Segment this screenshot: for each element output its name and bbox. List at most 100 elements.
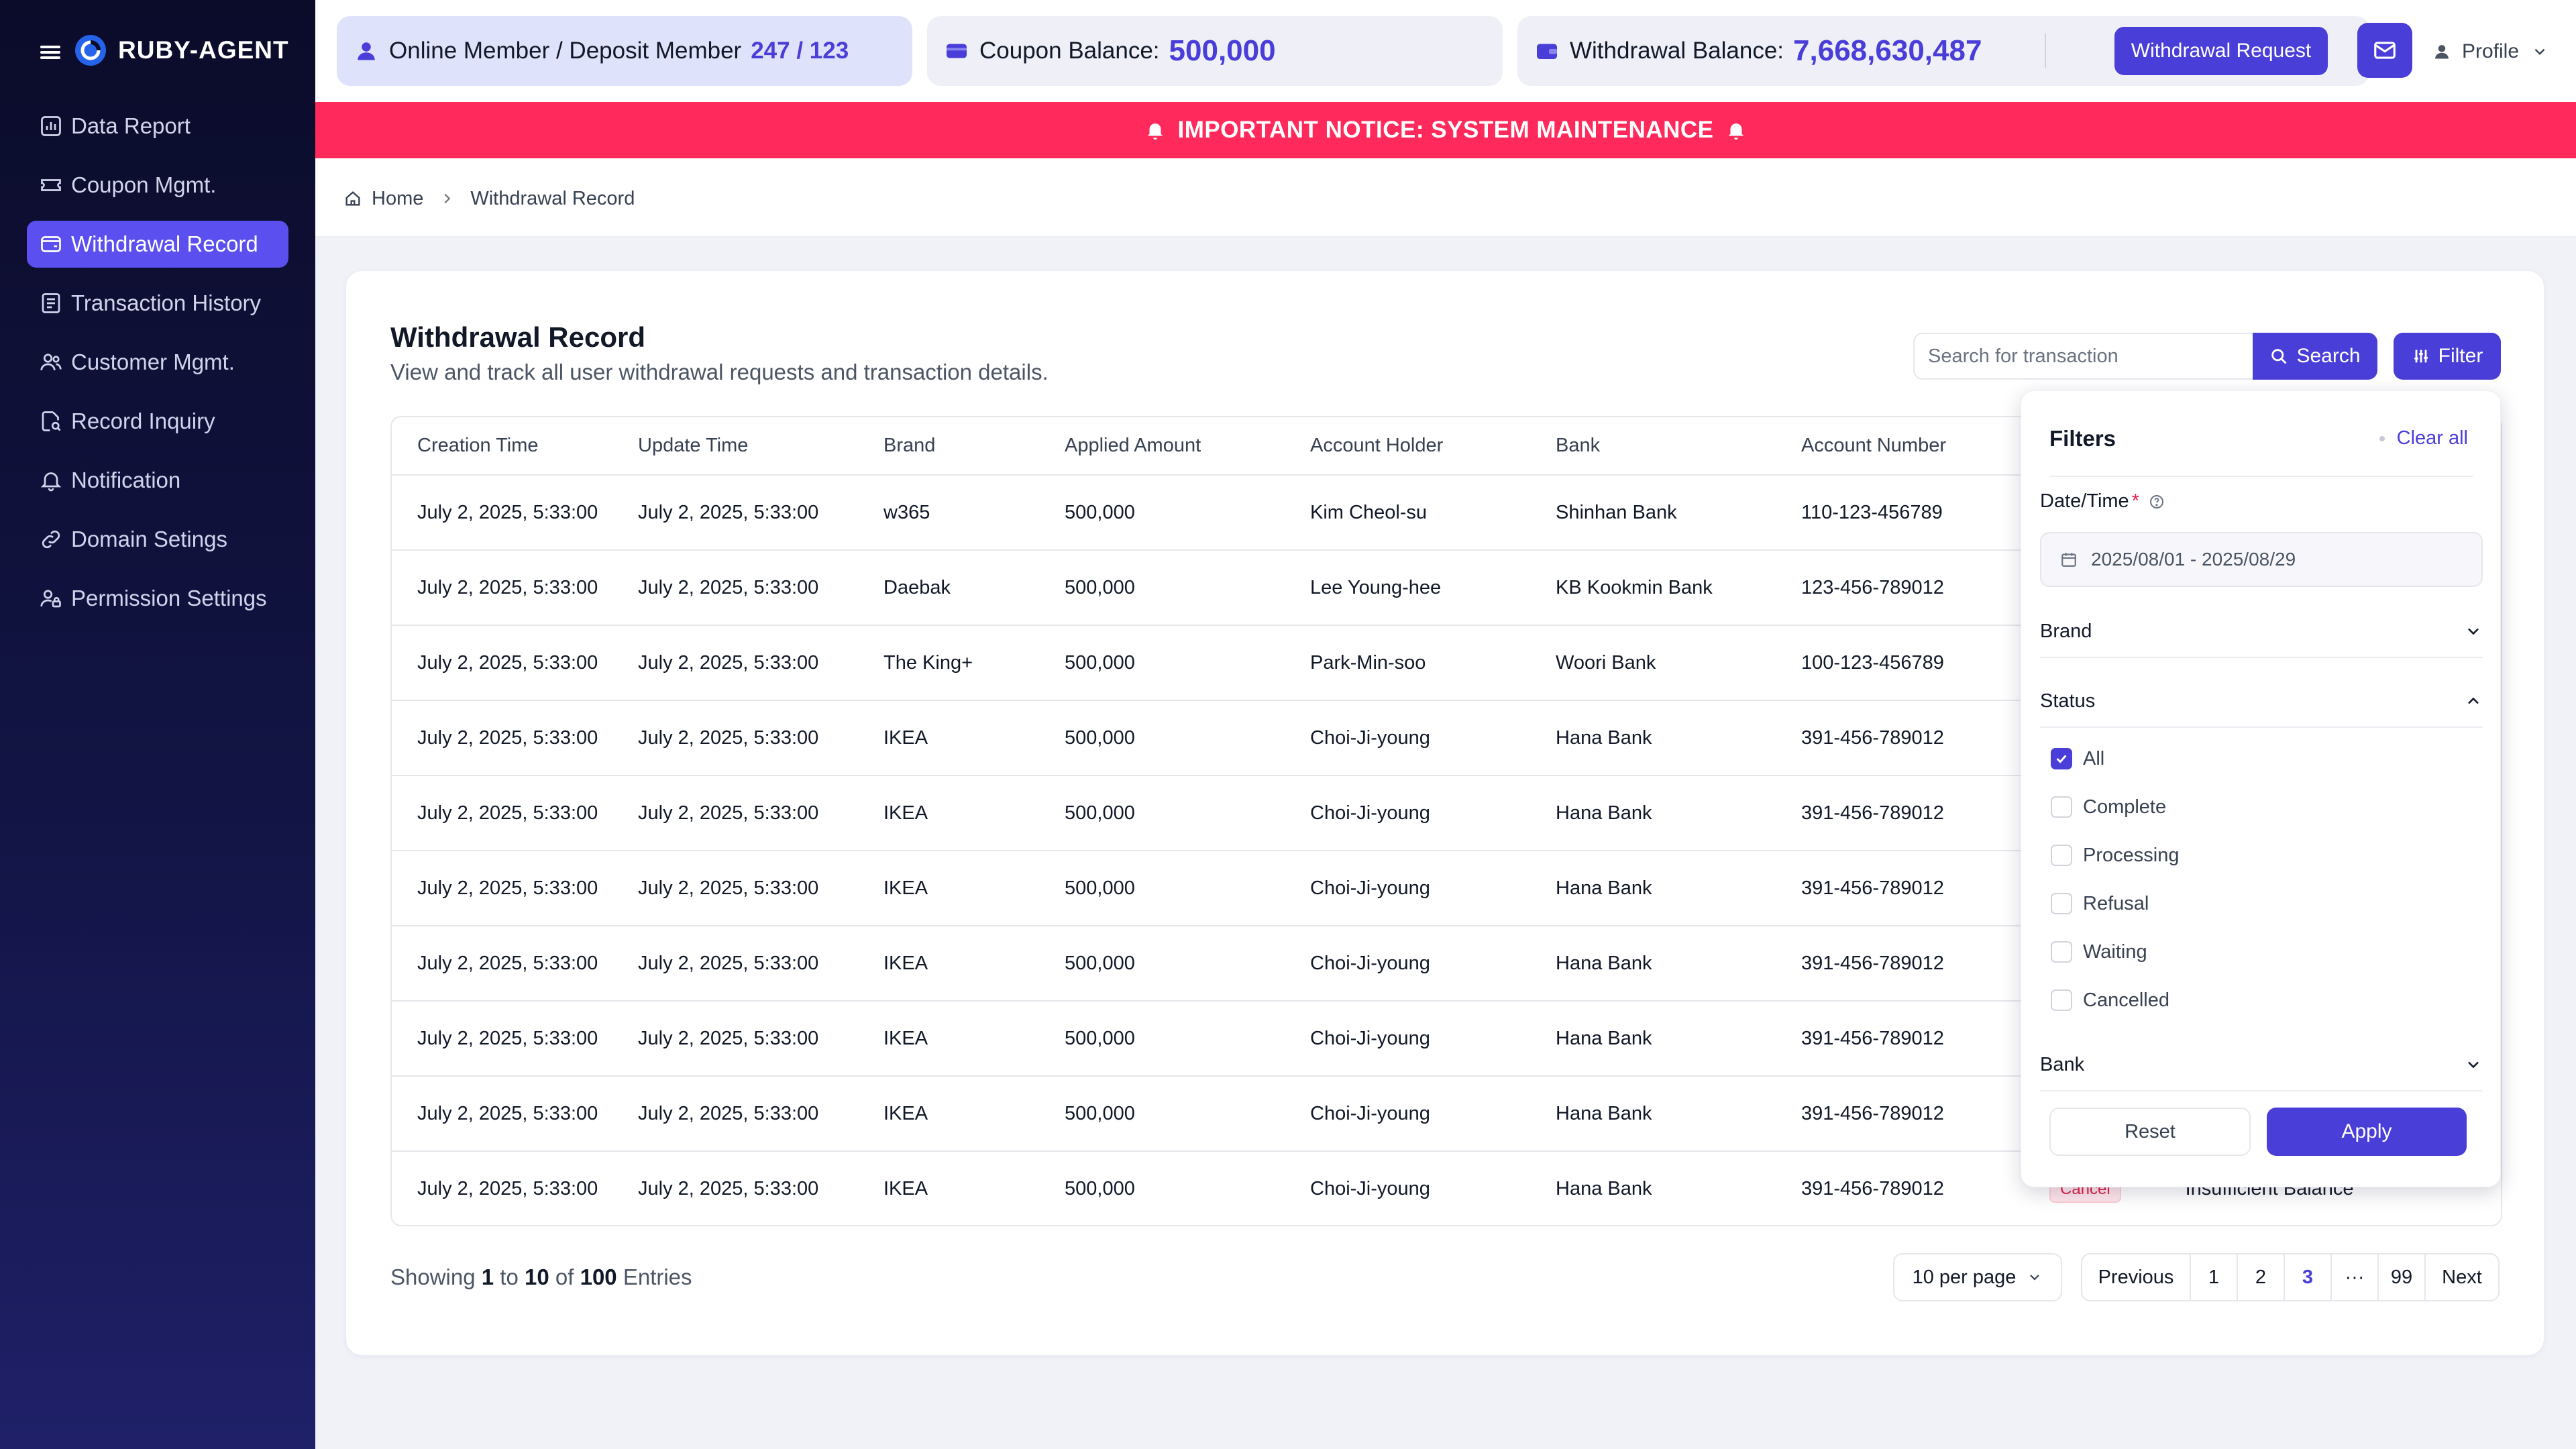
cell-account-number: 100-123-456789 [1801,625,2049,701]
sidebar-item-withdrawal-record[interactable]: Withdrawal Record [27,221,288,268]
cell-creation-time: July 2, 2025, 5:33:00 [392,700,637,776]
user-icon [2435,45,2449,59]
sidebar-item-label: Notification [71,468,181,492]
apply-button[interactable]: Apply [2267,1108,2467,1156]
status-option-refusal[interactable]: Refusal [2051,889,2149,918]
sidebar-item-data-report[interactable]: Data Report [27,103,288,150]
cell-brand: w365 [883,475,1064,551]
per-page-value: 10 per page [1912,1266,2017,1288]
cell-applied-amount: 500,000 [1064,700,1309,776]
clear-all-button[interactable]: Clear all [2379,427,2468,449]
pagination-previous[interactable]: Previous [2098,1266,2174,1288]
divider [2040,727,2483,728]
filter-panel: Filters Clear all Date/Time * 2025/08/01… [2021,390,2501,1187]
cell-applied-amount: 500,000 [1064,1001,1309,1077]
bank-section-label: Bank [2040,1053,2085,1075]
search-button[interactable]: Search [2253,333,2377,380]
sidebar-item-domain-settings[interactable]: Domain Setings [27,516,288,563]
cell-bank: Hana Bank [1555,1001,1801,1077]
pagination: Previous 1 2 3 ··· 99 Next [2081,1253,2500,1301]
search-button-label: Search [2296,345,2361,367]
pagination-ellipsis: ··· [2330,1254,2377,1300]
column-creation-time[interactable]: Creation Time [392,417,637,476]
cell-applied-amount: 500,000 [1065,1178,1135,1199]
status-option-cancelled[interactable]: Cancelled [2051,985,2169,1015]
notice-banner: IMPORTANT NOTICE: SYSTEM MAINTENANCE [315,102,2576,158]
sidebar-item-customer-mgmt[interactable]: Customer Mgmt. [27,339,288,386]
pagination-next[interactable]: Next [2424,1254,2498,1300]
checkbox-checked[interactable] [2051,748,2072,769]
cell-bank: Hana Bank [1555,926,1801,1002]
cell-creation-time: July 2, 2025, 5:33:00 [392,926,637,1002]
pagination-page-99[interactable]: 99 [2377,1254,2424,1300]
column-applied-amount[interactable]: Applied Amount [1064,417,1309,476]
mail-button[interactable] [2357,23,2412,78]
menu-icon[interactable] [40,46,60,59]
home-icon[interactable] [343,189,362,208]
ruby-logo-icon [75,35,106,66]
checkbox[interactable] [2051,796,2072,818]
cell-bank: Hana Bank [1555,775,1801,851]
entries-summary: Showing 1 to 10 of 100 Entries [390,1263,692,1292]
cell-account-holder: Choi-Ji-young [1309,926,1555,1002]
column-bank[interactable]: Bank [1555,417,1801,476]
sidebar-item-permission-settings[interactable]: Permission Settings [27,575,288,622]
mail-icon [2374,42,2396,59]
sidebar-item-transaction-history[interactable]: Transaction History [27,280,288,327]
checkbox[interactable] [2051,941,2072,963]
divider [2040,1090,2483,1091]
sidebar-item-label: Permission Settings [71,586,267,610]
cell-brand: IKEA [883,1178,928,1199]
breadcrumb-home[interactable]: Home [372,187,424,209]
cell-account-holder: Lee Young-hee [1309,550,1555,626]
sidebar-item-label: Record Inquiry [71,409,215,433]
cell-applied-amount: 500,000 [1064,775,1309,851]
status-option-processing[interactable]: Processing [2051,841,2179,870]
checkbox[interactable] [2051,893,2072,914]
cell-account-holder: Choi-Ji-young [1310,1178,1430,1199]
checkbox[interactable] [2051,845,2072,866]
cell-account-number: 123-456-789012 [1801,550,2049,626]
withdrawal-request-button[interactable]: Withdrawal Request [2114,27,2328,75]
cell-creation-time: July 2, 2025, 5:33:00 [392,550,637,626]
coupon-balance-value: 500,000 [1169,34,1276,67]
notice-text: IMPORTANT NOTICE: SYSTEM MAINTENANCE [1177,117,1714,143]
cell-brand: IKEA [883,1076,1064,1152]
status-section-toggle[interactable]: Status [2040,686,2483,716]
breadcrumb: Home Withdrawal Record [343,185,635,212]
column-update-time[interactable]: Update Time [637,417,883,476]
pagination-page-1[interactable]: 1 [2190,1254,2237,1300]
summary-prefix: Showing [390,1265,476,1289]
summary-of-word: of [555,1265,574,1289]
brand-section-toggle[interactable]: Brand [2040,616,2483,646]
wallet-icon [41,236,61,252]
filter-button[interactable]: Filter [2394,333,2501,380]
reset-button[interactable]: Reset [2049,1108,2251,1156]
column-brand[interactable]: Brand [883,417,1064,476]
status-option-waiting[interactable]: Waiting [2051,937,2147,967]
cell-brand: IKEA [883,851,1064,926]
status-option-complete[interactable]: Complete [2051,792,2166,822]
bank-section-toggle[interactable]: Bank [2040,1050,2483,1079]
cell-account-holder: Kim Cheol-su [1309,475,1555,551]
summary-from: 1 [481,1265,494,1289]
help-circle-icon[interactable] [2149,494,2165,510]
pagination-page-3[interactable]: 3 [2284,1254,2330,1300]
pagination-page-2[interactable]: 2 [2237,1254,2284,1300]
date-range-input[interactable]: 2025/08/01 - 2025/08/29 [2040,532,2483,587]
chevron-up-icon [2468,697,2479,704]
check-icon [2056,755,2067,763]
cell-brand: IKEA [883,1001,1064,1077]
column-account-number[interactable]: Account Number [1801,417,2049,476]
per-page-select[interactable]: 10 per page [1893,1253,2062,1301]
search-input[interactable] [1913,333,2254,380]
chevron-right-icon [444,193,451,204]
column-account-holder[interactable]: Account Holder [1309,417,1555,476]
sidebar-item-coupon-mgmt[interactable]: Coupon Mgmt. [27,162,288,209]
sidebar-item-notification[interactable]: Notification [27,457,288,504]
cell-brand: Daebak [883,550,1064,626]
sidebar-item-record-inquiry[interactable]: Record Inquiry [27,398,288,445]
profile-menu[interactable]: Profile [2432,35,2548,68]
status-option-all[interactable]: All [2051,744,2104,773]
checkbox[interactable] [2051,989,2072,1011]
